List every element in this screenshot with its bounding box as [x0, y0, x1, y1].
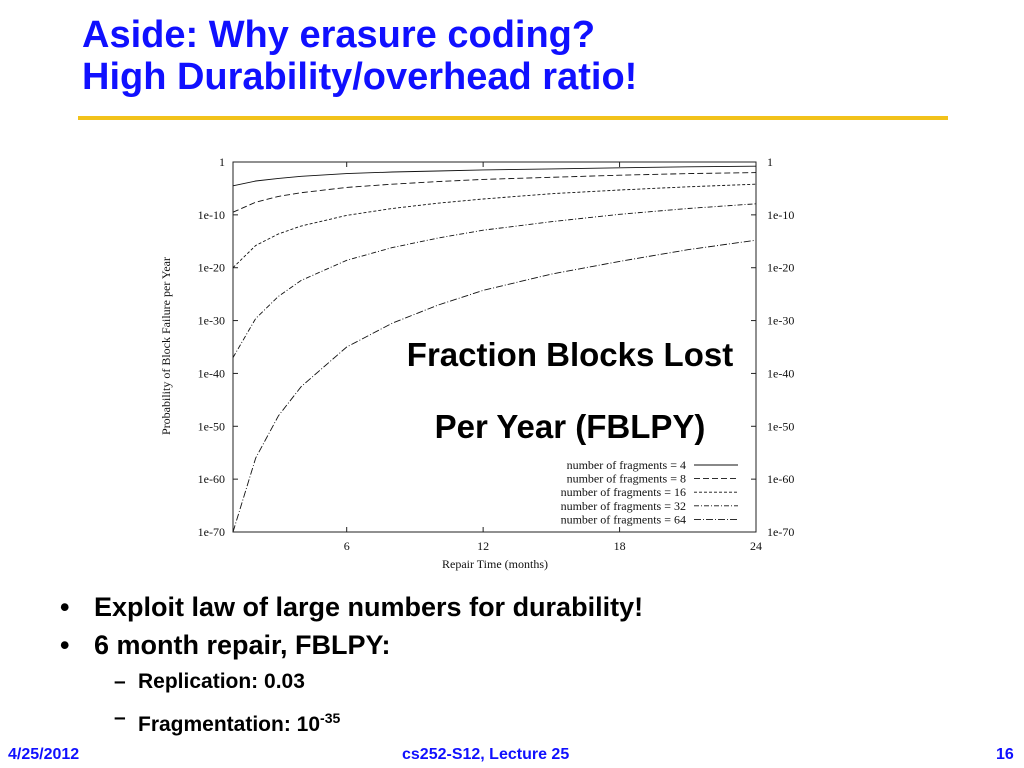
sub-bullet-marker: – — [114, 706, 126, 729]
sub-bullet-text: Fragmentation: 10 — [138, 713, 321, 736]
y-tick-label-left: 1e-40 — [198, 366, 225, 380]
y-tick-label-right: 1e-40 — [767, 366, 794, 380]
legend-label: number of fragments = 16 — [561, 485, 686, 499]
footer-course: cs252-S12, Lecture 25 — [402, 746, 570, 763]
sub-bullet-item: – Fragmentation: 10-35 — [60, 700, 960, 743]
bullet-text: 6 month repair, FBLPY: — [94, 630, 391, 660]
series-line — [232, 239, 757, 533]
legend-label: number of fragments = 32 — [561, 499, 686, 513]
y-tick-label-left: 1e-70 — [198, 525, 225, 539]
sub-bullet-text: Replication: 0.03 — [138, 670, 305, 693]
x-tick-label: 24 — [750, 539, 762, 553]
x-tick-label: 18 — [614, 539, 626, 553]
bullet-list: • Exploit law of large numbers for durab… — [60, 588, 960, 743]
x-axis-label: Repair Time (months) — [442, 557, 548, 571]
series-line — [232, 183, 757, 269]
slide-title: Aside: Why erasure coding? High Durabili… — [82, 14, 982, 98]
legend-label: number of fragments = 4 — [567, 458, 686, 472]
y-tick-label-left: 1e-60 — [198, 472, 225, 486]
sub-bullet-exponent: -35 — [320, 710, 341, 726]
y-axis-label: Probability of Block Failure per Year — [159, 257, 173, 435]
title-underline — [78, 116, 948, 120]
bullet-marker: • — [60, 592, 70, 622]
series-line — [232, 203, 757, 358]
x-tick-label: 6 — [344, 539, 350, 553]
y-tick-label-right: 1e-30 — [767, 314, 794, 328]
sub-bullet-marker: – — [114, 670, 126, 693]
y-tick-label-right: 1 — [767, 155, 773, 169]
x-tick-label: 12 — [477, 539, 489, 553]
chart-annotation-line-1: Fraction Blocks Lost — [406, 336, 734, 373]
sub-bullet-item: – Replication: 0.03 — [60, 664, 960, 700]
bullet-item: • Exploit law of large numbers for durab… — [60, 588, 960, 626]
bullet-text: Exploit law of large numbers for durabil… — [94, 592, 644, 622]
y-tick-label-left: 1e-50 — [198, 419, 225, 433]
y-tick-label-right: 1e-70 — [767, 525, 794, 539]
y-tick-label-right: 1e-10 — [767, 208, 794, 222]
chart-annotation-line-2: Per Year (FBLPY) — [434, 408, 706, 445]
footer-date: 4/25/2012 — [8, 746, 80, 763]
series-line — [232, 172, 757, 213]
title-line-2: High Durability/overhead ratio! — [82, 56, 638, 98]
legend-label: number of fragments = 8 — [567, 472, 686, 486]
bullet-marker: • — [60, 630, 70, 660]
title-line-1: Aside: Why erasure coding? — [82, 14, 596, 56]
plot-area — [232, 161, 757, 533]
footer-page-number: 16 — [996, 746, 1014, 763]
y-tick-label-right: 1e-60 — [767, 472, 794, 486]
y-tick-label-right: 1e-20 — [767, 261, 794, 275]
y-tick-label-left: 1e-30 — [198, 314, 225, 328]
y-tick-label-left: 1e-20 — [198, 261, 225, 275]
legend-label: number of fragments = 64 — [561, 512, 686, 526]
y-tick-label-left: 1 — [219, 155, 225, 169]
y-tick-label-left: 1e-10 — [198, 208, 225, 222]
series-line — [232, 165, 757, 187]
bullet-item: • 6 month repair, FBLPY: — [60, 626, 960, 664]
y-tick-label-right: 1e-50 — [767, 419, 794, 433]
